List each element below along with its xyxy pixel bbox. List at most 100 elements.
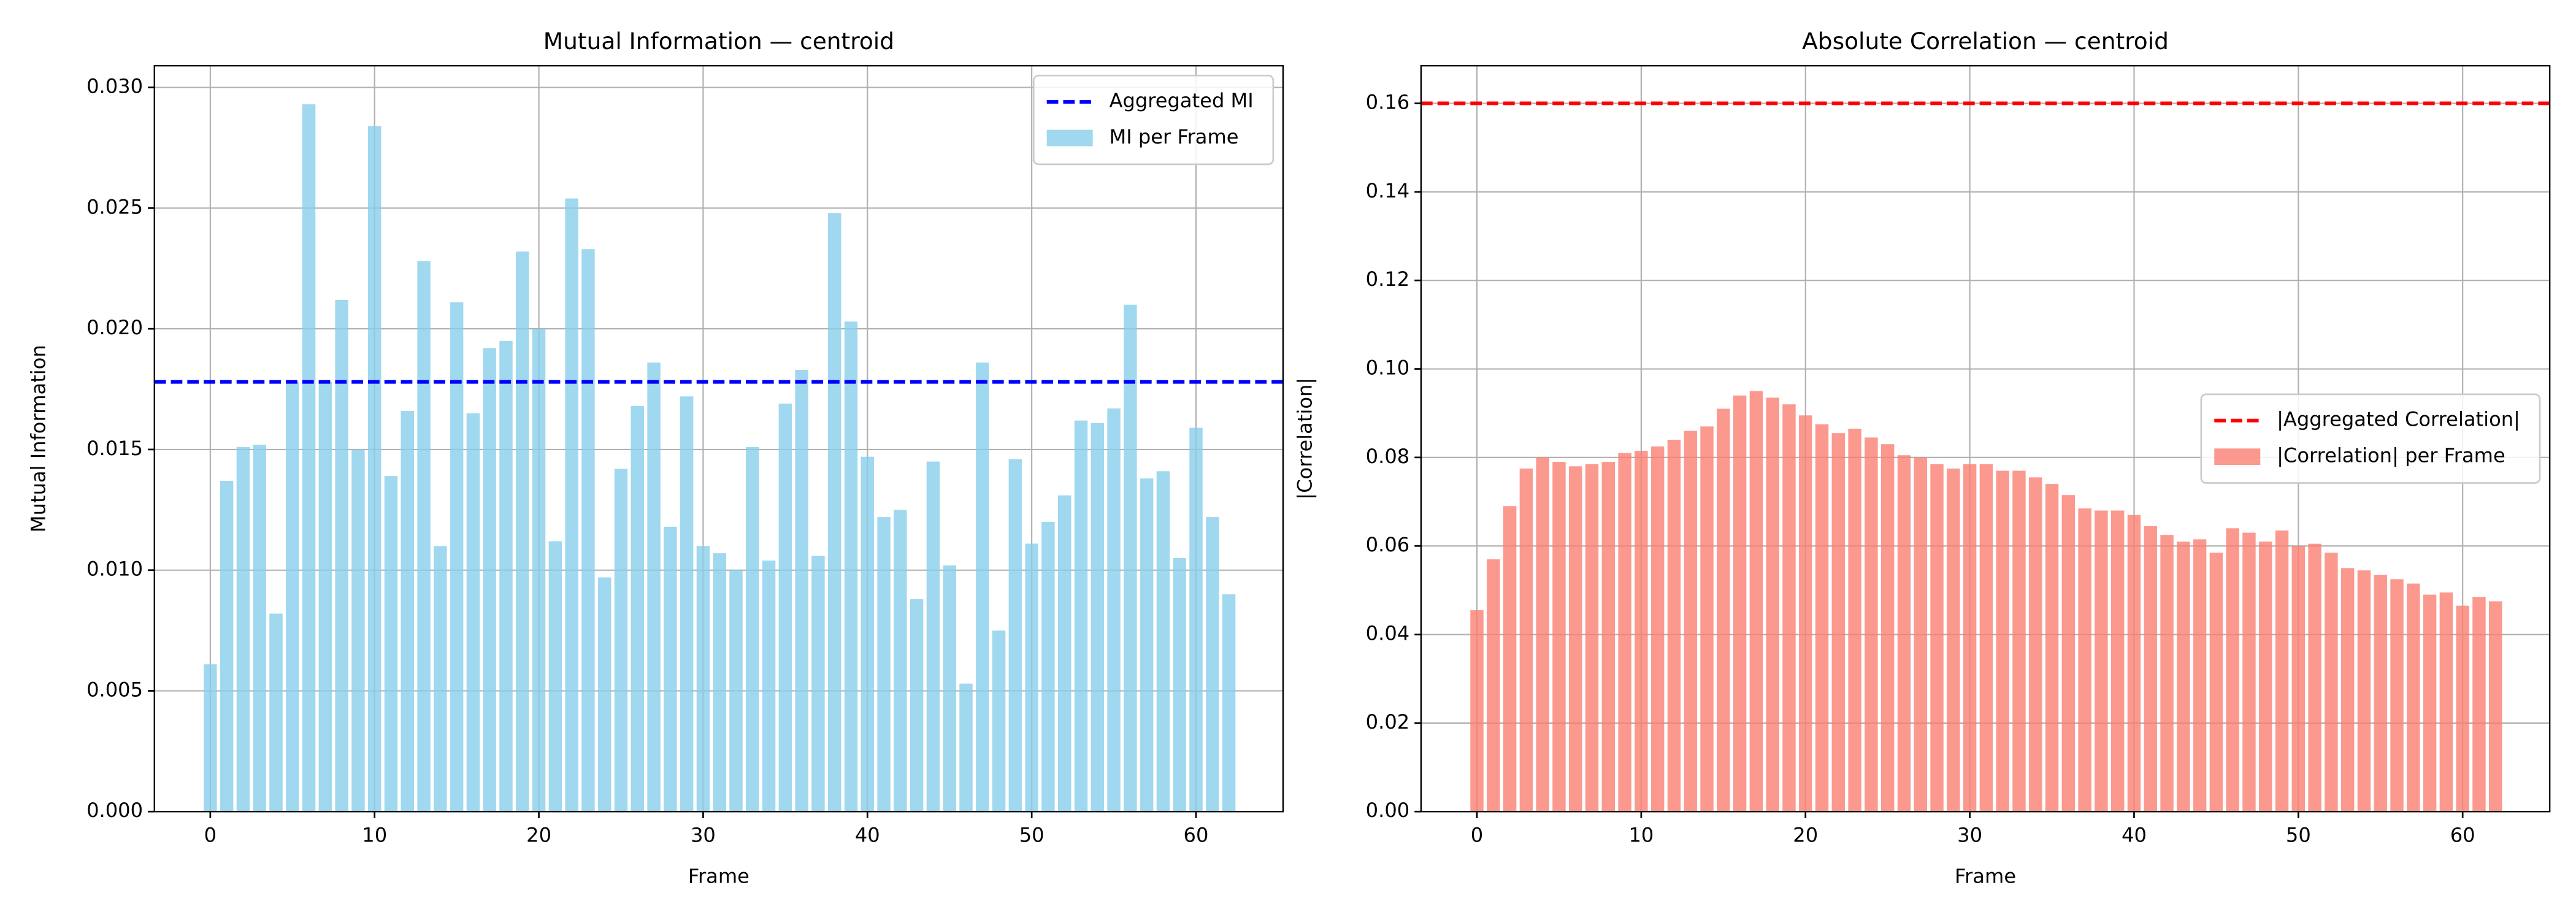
bar xyxy=(631,406,644,812)
chart-title: Absolute Correlation — centroid xyxy=(1802,28,2169,55)
bar xyxy=(2078,508,2091,812)
y-tick-label: 0.04 xyxy=(1366,622,1410,645)
bar xyxy=(1222,594,1236,812)
x-tick-label: 0 xyxy=(1471,823,1483,846)
bar xyxy=(828,213,841,812)
axes: 0 10 20 30 40 50 60 0.000 0.005 0.010 0.015 0.020 0.… xyxy=(26,28,1284,887)
x-tick-label: 50 xyxy=(1019,823,1045,846)
legend-label: |Correlation| per Frame xyxy=(2277,444,2505,467)
x-tick-label: 20 xyxy=(1793,823,1818,846)
bar xyxy=(1569,466,1582,812)
bar xyxy=(1552,462,1566,812)
y-tick-label: 0.12 xyxy=(1366,267,1410,291)
bar xyxy=(680,396,694,812)
bar xyxy=(959,683,973,812)
bar xyxy=(1074,420,1088,812)
bar xyxy=(1041,521,1055,812)
axes-frame xyxy=(1420,64,2551,813)
bar xyxy=(2110,510,2125,812)
bar xyxy=(778,404,792,812)
bar xyxy=(499,340,513,812)
x-tick-label: 40 xyxy=(2122,823,2147,846)
bar xyxy=(2259,541,2272,812)
bar xyxy=(2160,535,2174,812)
bar xyxy=(2423,594,2437,812)
bar xyxy=(1733,395,1747,812)
bar xyxy=(318,381,332,812)
bar xyxy=(2374,575,2387,812)
bar xyxy=(2242,532,2256,812)
bar xyxy=(335,299,348,812)
bar xyxy=(2209,553,2223,812)
bar xyxy=(1880,444,1895,812)
bar xyxy=(2456,605,2469,812)
bar xyxy=(236,447,250,812)
bar xyxy=(1914,457,1927,812)
bar xyxy=(1766,397,1779,812)
y-tick-label: 0.010 xyxy=(86,558,143,581)
bar xyxy=(434,546,447,812)
bar xyxy=(1173,558,1186,812)
axes-frame xyxy=(153,64,1284,813)
bar xyxy=(1091,423,1104,812)
bar xyxy=(302,104,316,812)
y-tick-label: 0.08 xyxy=(1366,445,1410,468)
bar xyxy=(417,261,431,812)
bar xyxy=(1897,455,1911,812)
bar xyxy=(664,526,677,812)
bar xyxy=(2127,515,2141,812)
legend: |Aggregated Correlation| |Correlation| pe… xyxy=(2200,393,2541,484)
bar xyxy=(1947,468,1960,812)
x-tick-label: 20 xyxy=(526,823,551,846)
bar xyxy=(1831,433,1846,812)
bar xyxy=(1585,464,1599,812)
bar xyxy=(992,631,1006,812)
bar xyxy=(2045,484,2059,812)
bar xyxy=(2095,510,2108,812)
bar xyxy=(1503,506,1517,812)
bar xyxy=(1700,426,1714,812)
bar xyxy=(450,302,464,812)
bar xyxy=(844,321,858,812)
bar xyxy=(1206,517,1219,812)
bar xyxy=(976,362,989,812)
legend-box xyxy=(1032,74,1275,166)
bar xyxy=(2357,570,2371,812)
bar xyxy=(1650,446,1665,812)
bar xyxy=(1848,428,1861,812)
bar xyxy=(1684,431,1697,812)
bar xyxy=(1156,471,1170,812)
legend-label: MI per Frame xyxy=(1109,125,1238,148)
y-tick-label: 0.020 xyxy=(86,316,143,339)
bar xyxy=(762,560,776,812)
y-tick-label: 0.00 xyxy=(1366,799,1410,822)
bar xyxy=(1865,437,1878,812)
bar xyxy=(204,664,217,812)
bar xyxy=(2489,601,2502,812)
bar xyxy=(1487,559,1500,812)
bar xyxy=(795,370,808,812)
y-tick-label: 0.015 xyxy=(86,437,143,460)
bar xyxy=(253,445,266,812)
x-tick-label: 40 xyxy=(855,823,880,846)
bar xyxy=(548,541,562,812)
bar xyxy=(811,556,825,812)
x-tick-label: 30 xyxy=(691,823,716,846)
bar xyxy=(2012,470,2026,812)
bar xyxy=(598,577,611,812)
bar xyxy=(1979,464,1993,812)
bar xyxy=(647,362,661,812)
bar xyxy=(483,348,496,812)
y-tick-label: 0.14 xyxy=(1366,179,1410,202)
bar xyxy=(614,469,628,812)
bar xyxy=(269,613,283,812)
bar xyxy=(1782,404,1796,812)
x-tick-label: 60 xyxy=(2450,823,2475,846)
y-tick-label: 0.030 xyxy=(86,75,143,98)
y-tick-label: 0.06 xyxy=(1366,533,1410,556)
bar xyxy=(368,126,381,812)
bar xyxy=(1058,495,1071,812)
legend-box xyxy=(2200,393,2541,484)
